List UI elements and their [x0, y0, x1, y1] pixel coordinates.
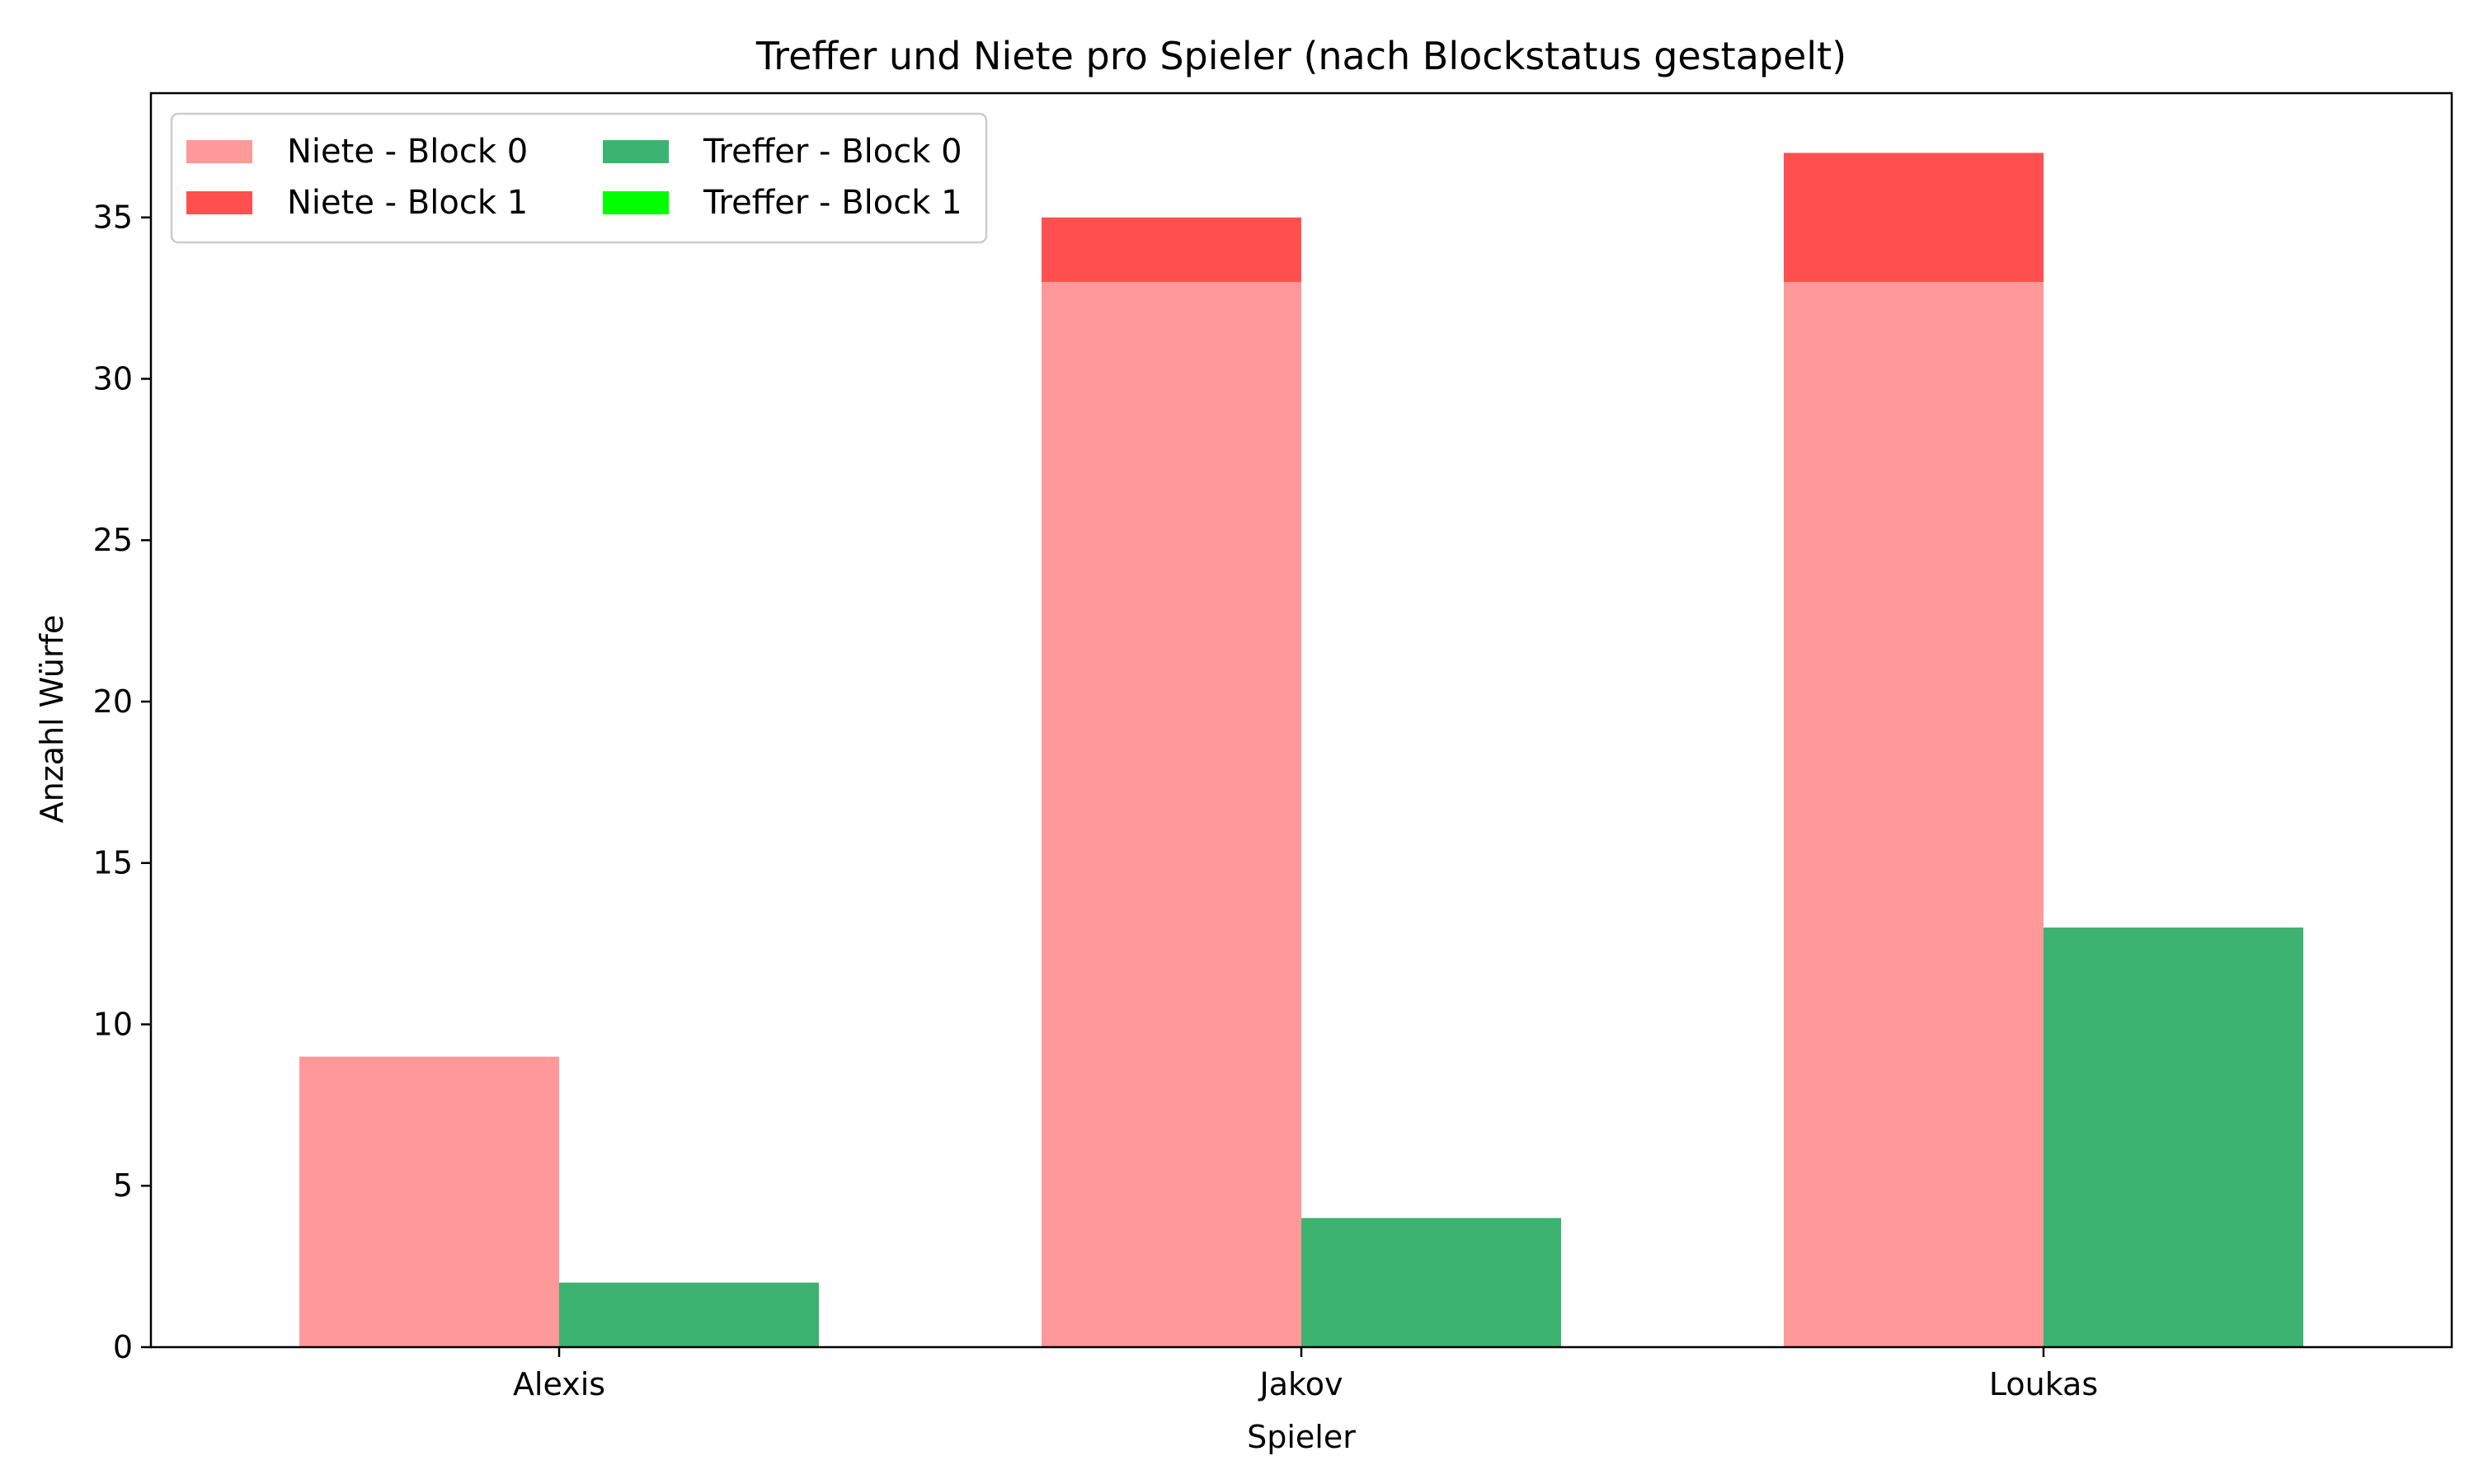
- y-tick-label: 25: [93, 522, 133, 558]
- bar-niete-block-1-jakov: [1042, 217, 1301, 283]
- legend-swatch-treffer-block-0: [603, 140, 669, 163]
- legend: Niete - Block 0 Niete - Block 1 Treffer - …: [170, 112, 988, 244]
- legend-label-niete-block-0: Niete - Block 0: [287, 133, 528, 171]
- legend-label-treffer-block-1: Treffer - Block 1: [703, 184, 962, 222]
- y-tick-label: 35: [93, 200, 133, 236]
- y-tick-label: 30: [93, 360, 133, 397]
- legend-label-niete-block-1: Niete - Block 1: [287, 184, 528, 222]
- bars-layer: [299, 153, 2303, 1347]
- y-tick-label: 10: [93, 1006, 133, 1042]
- bar-treffer-block-0-jakov: [1301, 1218, 1561, 1347]
- y-axis-label: Anzahl Würfe: [34, 615, 70, 824]
- y-tick-label: 0: [113, 1329, 133, 1365]
- y-tick-label: 15: [93, 845, 133, 881]
- y-tick-label: 5: [113, 1167, 133, 1204]
- chart-title: Treffer und Niete pro Spieler (nach Bloc…: [755, 34, 1846, 78]
- bar-treffer-block-0-alexis: [559, 1282, 819, 1347]
- x-axis-label: Spieler: [1247, 1419, 1356, 1455]
- legend-swatch-treffer-block-1: [603, 191, 669, 214]
- x-tick-label-loukas: Loukas: [1989, 1366, 2098, 1402]
- legend-swatch-niete-block-1: [186, 191, 252, 214]
- axes-layer: 0 5 10 15 20 25 30 35 Alexis Jakov Loukas: [93, 92, 2453, 1402]
- y-tick-label: 20: [93, 683, 133, 720]
- bar-niete-block-0-loukas: [1784, 282, 2044, 1347]
- legend-swatch-niete-block-0: [186, 140, 252, 163]
- bar-niete-block-1-loukas: [1784, 153, 2044, 283]
- bar-treffer-block-0-loukas: [2044, 928, 2303, 1347]
- legend-label-treffer-block-0: Treffer - Block 0: [703, 133, 962, 171]
- x-tick-label-jakov: Jakov: [1258, 1366, 1343, 1402]
- legend-box: [170, 112, 988, 244]
- bar-niete-block-0-alexis: [299, 1056, 559, 1347]
- x-tick-label-alexis: Alexis: [513, 1366, 605, 1402]
- bar-niete-block-0-jakov: [1042, 282, 1301, 1347]
